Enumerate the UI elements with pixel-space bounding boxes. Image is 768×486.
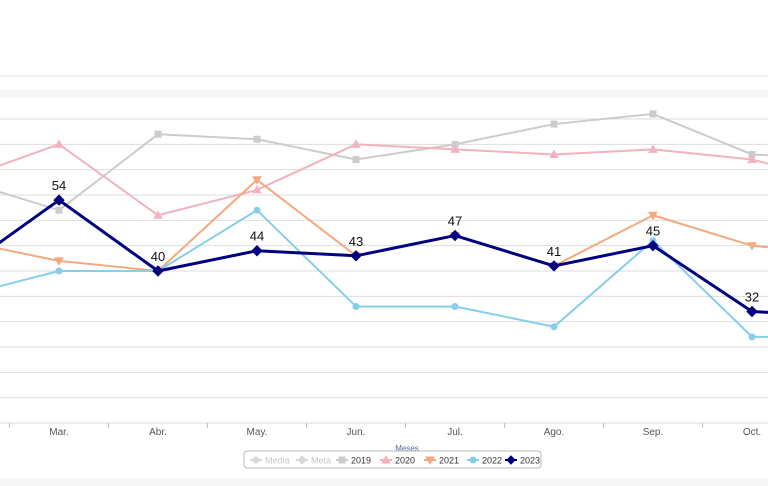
point-2020-oct[interactable] [747,154,757,164]
legend-label-2020: 2020 [395,456,415,466]
legend-marker-2021 [425,456,435,466]
point-2020-abr[interactable] [153,210,163,219]
legend-marker-2022 [469,456,477,464]
x-tick-label-jul: Jul. [447,427,463,438]
x-tick-label-ago: Ago. [544,427,565,438]
legend-item-2023[interactable]: 2023 [505,455,540,466]
point-2023-may[interactable] [251,245,263,257]
toolbar-band [0,90,768,98]
point-2023-abr[interactable] [152,265,164,277]
legend-item-2022[interactable]: 2022 [467,456,502,466]
series-2019 [0,110,768,214]
legend-label-media: Media [265,456,290,466]
legend-label-meta: Meta [311,456,331,466]
point-2022-mar[interactable] [55,267,63,275]
point-2020-jun[interactable] [351,139,361,148]
legend-marker-meta [297,455,307,465]
point-2021-may[interactable] [252,176,262,185]
point-2022-jul[interactable] [451,302,459,310]
point-2023-jul[interactable] [449,229,461,242]
data-label-oct: 32 [745,290,759,305]
point-2019-jun[interactable] [352,156,360,164]
legend-box [243,450,542,469]
legend-label-2021: 2021 [439,456,459,466]
legend-marker-2019 [338,456,346,464]
series-line-2023[interactable] [0,198,768,317]
point-2019-sep[interactable] [649,110,657,118]
point-2019-ago[interactable] [550,120,558,128]
x-tick-label-may: May. [247,427,268,438]
data-label-ago: 41 [547,244,561,259]
point-2020-mar[interactable] [54,139,64,148]
point-2021-oct[interactable] [747,242,757,251]
data-label-mar: 54 [52,178,66,193]
point-2023-jun[interactable] [350,250,362,262]
legend-label-2019: 2019 [351,456,371,466]
legend-item-2021[interactable]: 2021 [424,456,459,466]
point-2023-mar[interactable] [53,194,65,206]
data-label-jun: 43 [349,234,363,249]
series-2023 [0,194,768,318]
data-label-jul: 47 [448,214,462,229]
point-2023-oct[interactable] [746,305,758,318]
legend-item-2020[interactable]: 2020 [380,454,415,466]
point-2020-sep[interactable] [648,144,658,153]
point-2019-abr[interactable] [154,130,162,138]
point-2020-ago[interactable] [549,149,559,158]
series-2022 [0,206,768,341]
legend-marker-media [252,456,260,464]
legend: Media Meta 2019 2020 2021 2022 2023 [243,450,542,469]
legend-label-2023: 2023 [520,456,540,466]
point-2020-may[interactable] [252,184,262,194]
x-tick-label-abr: Abr. [149,427,167,438]
series-line-2020[interactable] [0,143,768,217]
series-line-2022[interactable] [0,209,768,338]
point-2022-may[interactable] [253,206,261,214]
point-2022-ago[interactable] [550,323,558,331]
x-tick-label-jun: Jun. [347,427,366,438]
point-2019-mar[interactable] [55,206,63,214]
point-2020-jul[interactable] [450,144,460,153]
data-label-sep: 45 [646,224,660,239]
point-2023-ago[interactable] [548,260,560,272]
point-2021-sep[interactable] [648,211,658,221]
point-2023-sep[interactable] [647,239,659,252]
footer-band [0,478,768,486]
x-tick-label-oct: Oct. [743,427,761,438]
series-line-2019[interactable] [0,112,768,212]
x-axis-title: Meses [395,444,419,453]
legend-label-2022: 2022 [482,456,502,466]
point-2022-oct[interactable] [748,333,756,341]
data-label-abr: 40 [151,249,165,264]
data-label-may: 44 [250,229,264,244]
legend-item-media[interactable]: Media [250,456,290,466]
legend-marker-2023 [506,455,516,465]
point-2021-mar[interactable] [54,257,64,266]
series-2020 [0,139,768,219]
legend-item-2019[interactable]: 2019 [336,456,371,466]
point-2022-jun[interactable] [352,302,360,310]
x-tick-label-sep: Sep. [643,427,664,438]
legend-item-meta[interactable]: Meta [296,455,331,466]
point-2019-may[interactable] [253,135,261,143]
legend-marker-2020 [381,454,391,464]
x-tick-label-mar: Mar. [49,427,68,438]
